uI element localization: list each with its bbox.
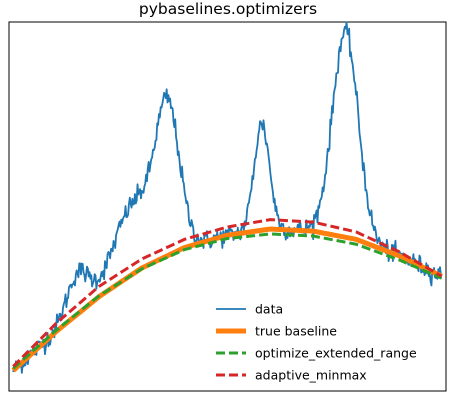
series-line-optimize-extended-range bbox=[12, 232, 443, 370]
legend: data true baseline optimize_extended_range… bbox=[216, 302, 417, 383]
plot-frame bbox=[8, 21, 447, 392]
series-line-data bbox=[12, 21, 443, 374]
series-line-adaptive-minmax bbox=[12, 218, 443, 368]
legend-label-3: adaptive_minmax bbox=[255, 368, 367, 383]
legend-label-2: optimize_extended_range bbox=[255, 346, 417, 361]
series-layer bbox=[11, 21, 443, 374]
legend-label-1: true baseline bbox=[255, 324, 337, 339]
chart-title: pybaselines.optimizers bbox=[139, 0, 317, 18]
legend-label-0: data bbox=[255, 302, 283, 317]
